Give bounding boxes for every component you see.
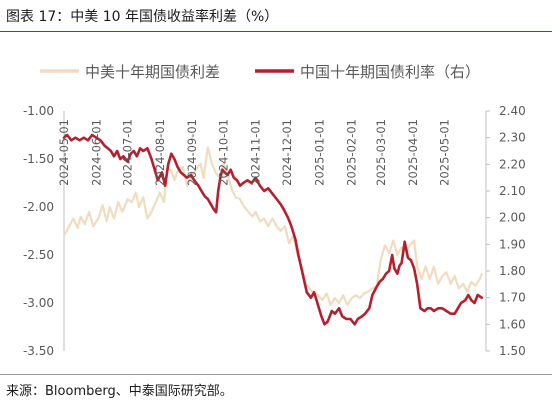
legend-label-china: 中国十年期国债利率（右） bbox=[300, 63, 480, 81]
legend: 中美十年期国债利差 中国十年期国债利率（右） bbox=[40, 63, 480, 81]
source-rule bbox=[0, 374, 552, 375]
x-tick-label: 2024-10-01 bbox=[216, 119, 230, 186]
right-tick-label: 2.10 bbox=[499, 184, 526, 198]
x-tick-label: 2024-05-01 bbox=[57, 119, 71, 186]
right-tick-label: 2.30 bbox=[499, 131, 526, 145]
x-tick-label: 2024-11-01 bbox=[249, 119, 263, 186]
left-tick-label: -1.00 bbox=[23, 104, 54, 118]
x-tick-label: 2024-08-01 bbox=[153, 119, 167, 186]
right-tick-label: 2.20 bbox=[499, 157, 526, 171]
left-tick-label: -3.50 bbox=[23, 344, 54, 358]
x-tick-label: 2025-05-01 bbox=[437, 119, 451, 186]
x-tick-label: 2024-06-01 bbox=[89, 119, 103, 186]
title-rule bbox=[0, 31, 552, 32]
right-tick-label: 2.40 bbox=[499, 104, 526, 118]
right-tick-label: 1.70 bbox=[499, 291, 526, 305]
left-tick-label: -1.50 bbox=[23, 152, 54, 166]
x-tick-label: 2025-03-01 bbox=[374, 119, 388, 186]
left-tick-label: -3.00 bbox=[23, 296, 54, 310]
china-series-layer bbox=[62, 133, 484, 326]
left-tick-label: -2.50 bbox=[23, 248, 54, 262]
spread-series-layer bbox=[62, 146, 483, 306]
left-tick-label: -2.00 bbox=[23, 200, 54, 214]
figure-title: 图表 17：中美 10 年国债收益率利差（%） bbox=[6, 9, 279, 25]
legend-label-spread: 中美十年期国债利差 bbox=[85, 63, 220, 81]
right-tick-label: 1.60 bbox=[499, 317, 526, 331]
right-y-axis: 2.40 2.30 2.20 2.10 2.00 1.90 1.80 1.70 1.60 1.50 bbox=[485, 104, 526, 358]
x-tick-label: 2025-04-01 bbox=[406, 119, 420, 186]
right-tick-label: 1.90 bbox=[499, 237, 526, 251]
spread-line bbox=[62, 146, 483, 306]
source-note: 来源：Bloomberg、中泰国际研究部。 bbox=[6, 384, 233, 399]
right-tick-label: 2.00 bbox=[499, 211, 526, 225]
china-yield-line bbox=[62, 133, 484, 326]
x-axis-labels: 2024-05-01 2024-06-01 2024-07-01 2024-08-01… bbox=[57, 119, 451, 186]
x-tick-label: 2024-07-01 bbox=[121, 119, 135, 186]
right-tick-label: 1.50 bbox=[499, 344, 526, 358]
left-y-axis: -1.00 -1.50 -2.00 -2.50 -3.00 -3.50 bbox=[23, 104, 65, 358]
right-tick-label: 1.80 bbox=[499, 264, 526, 278]
x-tick-label: 2025-02-01 bbox=[345, 119, 359, 186]
x-tick-label: 2024-12-01 bbox=[280, 119, 294, 186]
x-tick-label: 2024-09-01 bbox=[185, 119, 199, 186]
x-tick-label: 2025-01-01 bbox=[312, 119, 326, 186]
